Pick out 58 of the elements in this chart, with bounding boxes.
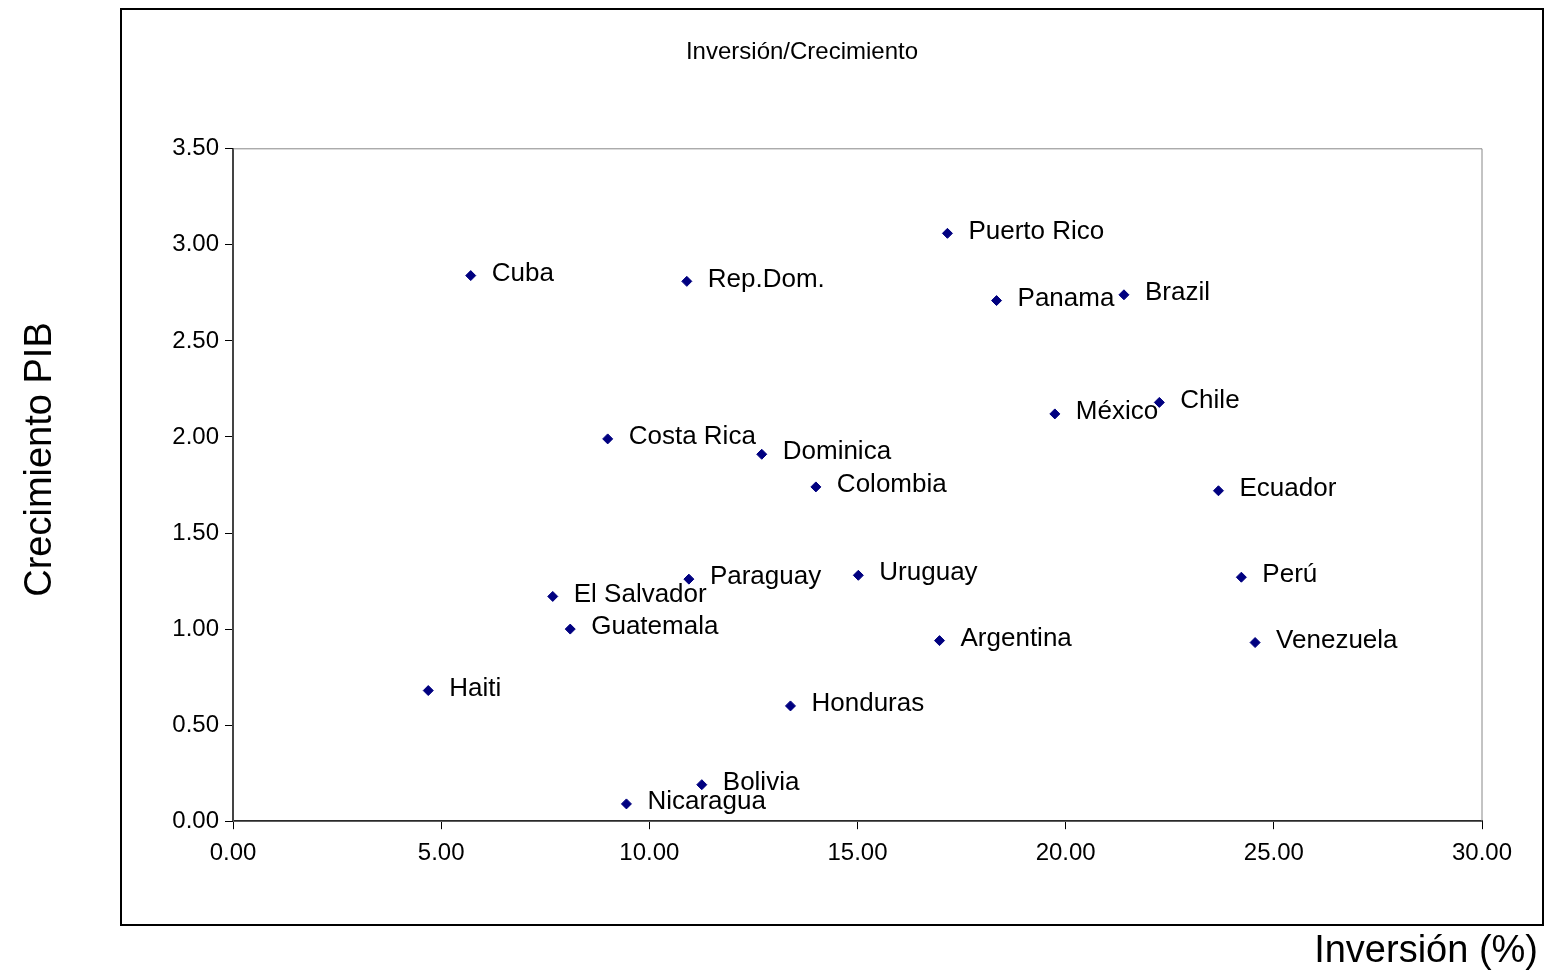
annotation: Chile <box>1180 383 1240 414</box>
y-tick-label: 0.50 <box>172 709 219 737</box>
annotation: Brazil <box>1144 275 1210 306</box>
annotation: Costa Rica <box>628 420 757 451</box>
annotation: Dominica <box>782 435 892 466</box>
y-tick-label: 1.50 <box>172 517 219 545</box>
point <box>620 798 632 810</box>
annotation: Guatemala <box>591 610 719 641</box>
x-tick-label: 20.00 <box>1035 838 1096 866</box>
annotation: Paraguay <box>709 560 822 591</box>
annotation: Ecuador <box>1239 471 1337 502</box>
annotation: El Salvador <box>573 577 708 608</box>
point <box>756 448 768 460</box>
point <box>810 481 822 493</box>
point <box>1249 637 1261 649</box>
point <box>1118 289 1130 301</box>
point <box>852 569 864 581</box>
annotation: Honduras <box>811 687 925 718</box>
point <box>934 635 946 647</box>
point <box>991 295 1003 307</box>
y-axis-title: Crecimiento PIB <box>16 321 60 599</box>
annotation: Colombia <box>836 468 948 499</box>
annotation: Panama <box>1017 281 1115 312</box>
point <box>681 275 693 287</box>
annotation: México <box>1075 395 1159 426</box>
point <box>564 623 576 635</box>
point <box>422 685 434 697</box>
x-tick-label: 5.00 <box>417 838 465 866</box>
annotation: Venezuela <box>1276 623 1399 654</box>
x-tick-label: 30.00 <box>1451 838 1513 866</box>
point <box>1235 571 1247 583</box>
annotation: Haiti <box>449 671 502 702</box>
x-tick-label: 10.00 <box>619 838 680 866</box>
y-tick-label: 0.00 <box>172 805 219 833</box>
y-tick-label: 1.00 <box>172 613 219 641</box>
annotation: Cuba <box>491 256 555 287</box>
y-tick-label: 2.00 <box>172 421 219 449</box>
y-tick-label: 3.00 <box>172 229 219 257</box>
point <box>547 590 559 602</box>
chart-title: Inversión/Crecimiento <box>685 37 919 65</box>
x-tick-label: 25.00 <box>1243 838 1304 866</box>
annotation: Perú <box>1262 558 1318 589</box>
point <box>1049 408 1061 420</box>
point <box>784 700 796 712</box>
x-axis-title: Inversión (%) <box>1314 928 1538 971</box>
y-tick-label: 2.50 <box>172 325 219 353</box>
x-tick-label: 0.00 <box>209 838 257 866</box>
point <box>465 270 477 282</box>
y-tick-label: 3.50 <box>172 133 219 161</box>
point <box>1212 485 1224 497</box>
x-tick-label: 15.00 <box>827 838 888 866</box>
point <box>696 779 708 791</box>
annotation: Rep.Dom. <box>707 262 825 293</box>
point <box>602 433 614 445</box>
annotation: Uruguay <box>879 556 978 587</box>
point <box>941 227 953 239</box>
annotation: Argentina <box>960 621 1073 652</box>
annotation: Puerto Rico <box>968 214 1105 245</box>
